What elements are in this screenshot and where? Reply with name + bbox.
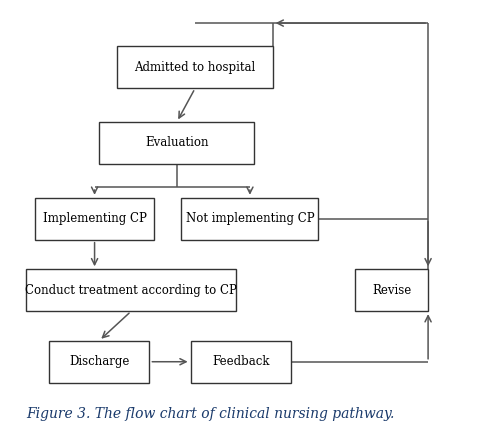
Text: Conduct treatment according to CP: Conduct treatment according to CP: [25, 284, 237, 297]
FancyBboxPatch shape: [49, 341, 149, 383]
FancyBboxPatch shape: [181, 198, 318, 240]
Text: Implementing CP: Implementing CP: [43, 212, 146, 225]
FancyBboxPatch shape: [99, 122, 254, 164]
FancyBboxPatch shape: [35, 198, 154, 240]
Text: Feedback: Feedback: [212, 355, 269, 368]
FancyBboxPatch shape: [26, 269, 236, 311]
Text: Figure 3. The flow chart of clinical nursing pathway.: Figure 3. The flow chart of clinical nur…: [26, 407, 394, 420]
Text: Discharge: Discharge: [69, 355, 129, 368]
FancyBboxPatch shape: [354, 269, 427, 311]
FancyBboxPatch shape: [117, 46, 272, 88]
Text: Admitted to hospital: Admitted to hospital: [134, 61, 255, 74]
Text: Not implementing CP: Not implementing CP: [185, 212, 313, 225]
FancyBboxPatch shape: [190, 341, 290, 383]
Text: Revise: Revise: [371, 284, 410, 297]
Text: Evaluation: Evaluation: [145, 136, 208, 149]
